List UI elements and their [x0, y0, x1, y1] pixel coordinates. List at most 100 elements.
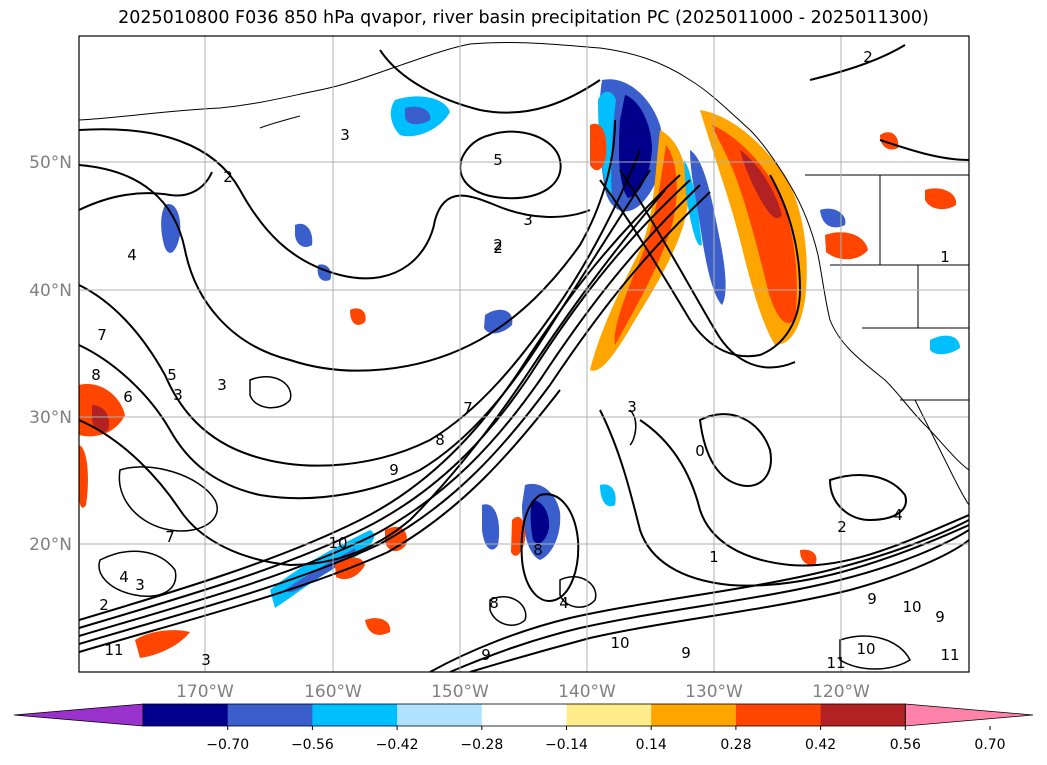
contour-line — [79, 128, 591, 280]
lon-label-160w: 160°W — [304, 682, 362, 702]
colorbar-frame — [142, 703, 906, 727]
colorbar-tick-label: −0.56 — [291, 737, 334, 753]
patch-east-blue — [820, 208, 846, 228]
colorbar-extend-high — [904, 703, 1034, 727]
contour-line — [828, 474, 907, 522]
longitude-labels: 170°W 160°W 150°W 140°W 130°W 120°W — [176, 682, 870, 702]
contour-line — [639, 419, 969, 567]
patch-se-blue — [930, 335, 960, 355]
contour-label: 4 — [893, 506, 903, 524]
contour-label: 2 — [863, 48, 873, 66]
contour-line — [809, 44, 969, 161]
colorbar-tick-label: −0.28 — [460, 737, 503, 753]
colorbar-segment — [397, 704, 483, 726]
contour-label: 3 — [340, 126, 350, 144]
colorbar-tick-label: 0.70 — [974, 737, 1005, 753]
contour-line — [520, 493, 580, 602]
contour-line — [489, 596, 527, 626]
contour-label: 6 — [123, 388, 133, 406]
gridlines — [79, 36, 969, 672]
lat-label-50n: 50°N — [29, 153, 72, 173]
patch-west-edge — [79, 445, 88, 508]
contour-line — [79, 149, 641, 467]
contour-label: 10 — [856, 640, 875, 658]
contour-label: 1 — [709, 548, 719, 566]
contour-label: 7 — [97, 326, 107, 344]
patch-east-orange — [825, 232, 868, 260]
lon-label-120w: 120°W — [812, 682, 870, 702]
contour-label: 9 — [681, 644, 691, 662]
map-title: 2025010800 F036 850 hPa qvapor, river ba… — [118, 8, 929, 28]
south-negative-core — [530, 500, 550, 544]
contour-label: 2 — [99, 596, 109, 614]
contour-line — [559, 576, 597, 608]
lon-label-170w: 170°W — [176, 682, 234, 702]
contour-label: 11 — [940, 646, 959, 664]
lon-label-130w: 130°W — [685, 682, 743, 702]
contour-label: 3 — [173, 386, 183, 404]
contour-label: 7 — [463, 399, 473, 417]
contour-line — [599, 174, 802, 358]
contour-label: 9 — [867, 590, 877, 608]
patch-center-blue2 — [295, 223, 313, 247]
contour-line — [79, 119, 616, 372]
coastal-positive-strong — [740, 150, 782, 219]
colorbar-segment — [227, 704, 313, 726]
colorbar-extend-low — [13, 703, 144, 727]
colorbar-tick-label: −0.14 — [545, 737, 588, 753]
patch-far-west-core — [92, 405, 110, 433]
contour-line — [839, 635, 911, 670]
alaska-coast — [79, 42, 751, 131]
contour-line — [79, 191, 711, 645]
contour-label: 2 — [837, 518, 847, 536]
patch-sea-orange — [590, 123, 607, 171]
contour-label: 4 — [559, 594, 569, 612]
thin-contours — [98, 376, 911, 670]
map-panel — [79, 36, 969, 672]
contour-label: 2 — [493, 239, 503, 257]
contour-line — [118, 466, 218, 532]
colorbar-segment — [143, 704, 229, 726]
contour-label: 3 — [135, 576, 145, 594]
colorbar: −0.70 −0.56 −0.42 −0.28 −0.14 0.14 0.28 0.42 0.5… — [13, 703, 1034, 753]
colorbar-segment — [651, 704, 737, 726]
colorbar-tick-label: 0.42 — [805, 737, 836, 753]
colorbar-tick-label: 0.56 — [890, 737, 921, 753]
contour-line — [79, 171, 213, 211]
patch-sw-orange2 — [365, 618, 391, 635]
contour-line — [429, 519, 969, 672]
colorbar-segment — [566, 704, 652, 726]
contour-label: 2 — [223, 168, 233, 186]
contour-line — [619, 169, 796, 369]
contour-line — [249, 376, 292, 409]
contour-line — [79, 184, 701, 637]
qvapor-contours — [79, 44, 969, 672]
contour-label: 8 — [489, 594, 499, 612]
contour-line — [599, 409, 969, 587]
contour-label: 11 — [826, 654, 845, 672]
contour-label: 5 — [167, 366, 177, 384]
patch-center-orange — [350, 308, 366, 325]
coastal-positive-core — [712, 125, 797, 324]
contour-label: 4 — [119, 568, 129, 586]
colorbar-tick-label: 0.14 — [636, 737, 667, 753]
contour-label: 10 — [610, 634, 629, 652]
colorbar-segment — [820, 704, 906, 726]
contour-line — [98, 550, 177, 597]
colorbar-tick-label: 0.28 — [720, 737, 751, 753]
contour-line — [79, 174, 681, 621]
lat-label-30n: 30°N — [29, 408, 72, 428]
contour-label: 8 — [91, 366, 101, 384]
coastlines — [79, 42, 969, 506]
contour-label: 5 — [493, 151, 503, 169]
contour-line — [469, 539, 969, 672]
south-negative-left — [482, 504, 500, 550]
colorbar-segment — [312, 704, 398, 726]
contour-label: 3 — [523, 211, 533, 229]
lon-label-150w: 150°W — [431, 682, 489, 702]
contour-line — [459, 130, 562, 200]
contour-label: 11 — [104, 641, 123, 659]
contour-label: 2 — [493, 236, 503, 254]
